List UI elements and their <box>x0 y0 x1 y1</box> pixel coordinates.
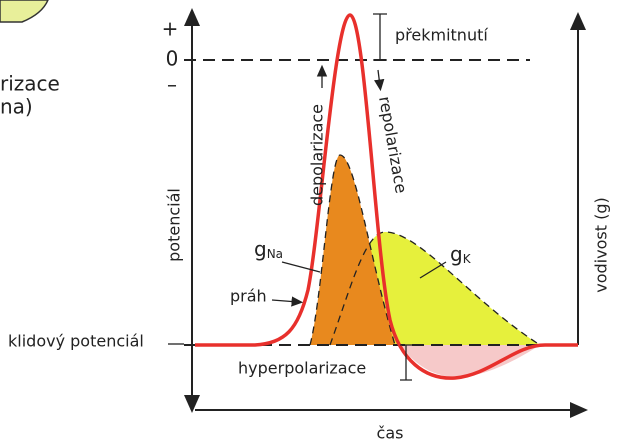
overshoot-bracket <box>373 14 387 60</box>
fragment-text: na) <box>0 95 33 119</box>
gna-label: gNa <box>254 237 283 261</box>
repolarization-label: repolarizace <box>375 95 411 195</box>
tick-label: + <box>162 17 179 41</box>
overshoot-label: překmitnutí <box>395 26 488 45</box>
cropped-figure <box>0 0 48 22</box>
leader <box>282 262 320 272</box>
tick-label: – <box>167 73 177 97</box>
arrow <box>272 300 298 302</box>
axis-label: čas <box>377 424 404 443</box>
gk-label: gK <box>450 242 472 266</box>
resting-label: klidový potenciál <box>8 332 144 351</box>
tick-label: 0 <box>166 47 179 71</box>
fragment-text: rizace <box>0 72 60 96</box>
depolarization-label: depolarizace <box>308 104 327 206</box>
symbol: g <box>450 242 463 266</box>
hyperpolarization-label: hyperpolarizace <box>238 359 366 378</box>
subscript: Na <box>267 247 283 261</box>
subscript: K <box>463 252 472 266</box>
threshold-label: práh <box>230 287 267 306</box>
arrow <box>378 70 380 86</box>
symbol: g <box>254 237 267 261</box>
axis-label: vodivost (g) <box>592 197 611 292</box>
action-potential-diagram: rizace na) + 0 – potenciál vodivost (g) … <box>0 0 625 448</box>
axis-label: potenciál <box>165 188 184 262</box>
